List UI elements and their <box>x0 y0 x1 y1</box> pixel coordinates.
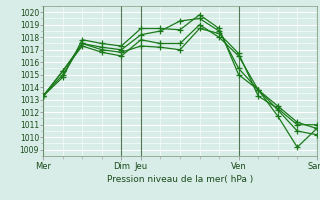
X-axis label: Pression niveau de la mer( hPa ): Pression niveau de la mer( hPa ) <box>107 175 253 184</box>
